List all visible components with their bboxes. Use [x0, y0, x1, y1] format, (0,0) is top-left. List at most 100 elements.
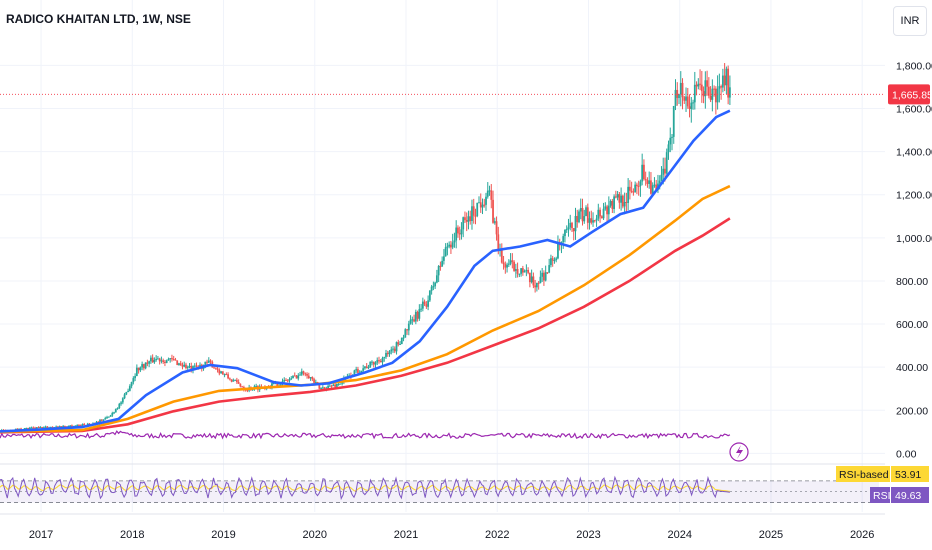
candle-body	[220, 371, 222, 374]
candle-body	[130, 382, 133, 387]
candle-body	[565, 229, 568, 231]
candle-body	[297, 375, 300, 379]
currency-button[interactable]: INR	[893, 6, 927, 36]
candle-body	[204, 361, 207, 365]
candle-body	[581, 208, 584, 222]
candle-body	[464, 217, 466, 221]
candle-body	[653, 184, 656, 186]
y-tick-label: 200.00	[896, 405, 928, 417]
rsi-band	[0, 480, 879, 503]
y-tick-label: 0.00	[896, 448, 917, 460]
candle-body	[453, 240, 456, 243]
candle-body	[646, 180, 649, 184]
candle-body	[500, 250, 503, 263]
candle-body	[662, 168, 665, 175]
candle-body	[444, 247, 447, 257]
candle-body	[604, 206, 607, 209]
candle-body	[628, 186, 631, 191]
candle-body	[372, 361, 375, 365]
candle-body	[32, 427, 35, 429]
price-axis[interactable]: 0.00 200.00 400.00 600.00 800.00 1,000.00 1,20…	[885, 0, 932, 550]
candle-body	[727, 68, 730, 98]
candle-body	[685, 96, 687, 101]
candle-body	[664, 168, 666, 174]
candle-body	[644, 179, 647, 181]
candle-body	[421, 301, 424, 309]
candle-body	[485, 196, 487, 205]
candle-body	[286, 380, 289, 382]
candle-body	[279, 384, 282, 386]
ma-fast-line	[0, 109, 731, 433]
candle-body	[334, 384, 337, 387]
candle-body	[686, 96, 689, 107]
candle-body	[383, 356, 386, 359]
candle-body	[337, 383, 340, 385]
candle-body	[190, 366, 193, 371]
volume-line	[0, 430, 731, 440]
candle-body	[397, 342, 400, 345]
candle-body	[230, 379, 233, 382]
candle-body	[169, 358, 172, 360]
candle-body	[74, 425, 77, 427]
candle-body	[400, 337, 403, 345]
candle-body	[246, 389, 249, 391]
rsi-ma-tag-label: RSI-based MA	[839, 469, 907, 481]
candle-body	[660, 174, 663, 181]
candle-body	[414, 311, 417, 322]
candle-body	[158, 358, 161, 362]
y-tick-label: 1,800.00	[896, 60, 932, 72]
candle-body	[114, 409, 117, 413]
candle-body	[135, 367, 138, 376]
candle-body	[720, 86, 723, 88]
candle-body	[76, 425, 79, 427]
candle-body	[632, 191, 635, 193]
candle-body	[578, 211, 580, 223]
time-axis[interactable]: 2017 2018 2019 2020 2021 2022 2023 2024 2025 2026	[0, 513, 885, 541]
candle-body	[521, 268, 524, 273]
candle-body	[428, 290, 431, 301]
candle-body	[307, 375, 310, 379]
candle-body	[721, 75, 724, 88]
candle-body	[367, 367, 370, 369]
candle-body	[100, 419, 103, 421]
candle-body	[218, 369, 221, 374]
candle-body	[650, 180, 652, 194]
candle-body	[544, 272, 547, 281]
candle-body	[483, 204, 486, 206]
candle-body	[27, 428, 29, 430]
candle-body	[271, 383, 273, 388]
candle-body	[162, 360, 165, 363]
candle-body	[465, 220, 468, 222]
rsi-ma-tag-bg	[836, 466, 890, 482]
candle-body	[330, 385, 333, 387]
candle-body	[688, 106, 691, 109]
candle-body	[99, 419, 101, 423]
candle-body	[374, 362, 377, 365]
candle-body	[404, 329, 407, 338]
candle-body	[183, 364, 186, 367]
candle-body	[595, 218, 598, 221]
candle-body	[557, 243, 559, 259]
rsi-tag-label: RSI	[873, 490, 891, 502]
candle-body	[107, 416, 110, 418]
candle-body	[606, 206, 608, 215]
candle-body	[672, 105, 675, 137]
candle-body	[228, 378, 231, 380]
candle-body	[28, 427, 31, 429]
candle-body	[683, 97, 686, 101]
candle-body	[71, 425, 73, 427]
candle-body	[571, 222, 573, 229]
candle-body	[637, 186, 640, 188]
candle-body	[57, 426, 59, 428]
candle-body	[636, 184, 638, 187]
candle-body	[288, 379, 291, 381]
candle-body	[448, 244, 451, 247]
candle-body	[353, 370, 356, 376]
x-tick-label: 2026	[850, 529, 874, 541]
rsi-ma-line	[0, 483, 730, 492]
candle-body	[625, 201, 628, 203]
candle-body	[176, 360, 179, 365]
candle-body	[172, 359, 175, 361]
candle-body	[516, 269, 519, 274]
